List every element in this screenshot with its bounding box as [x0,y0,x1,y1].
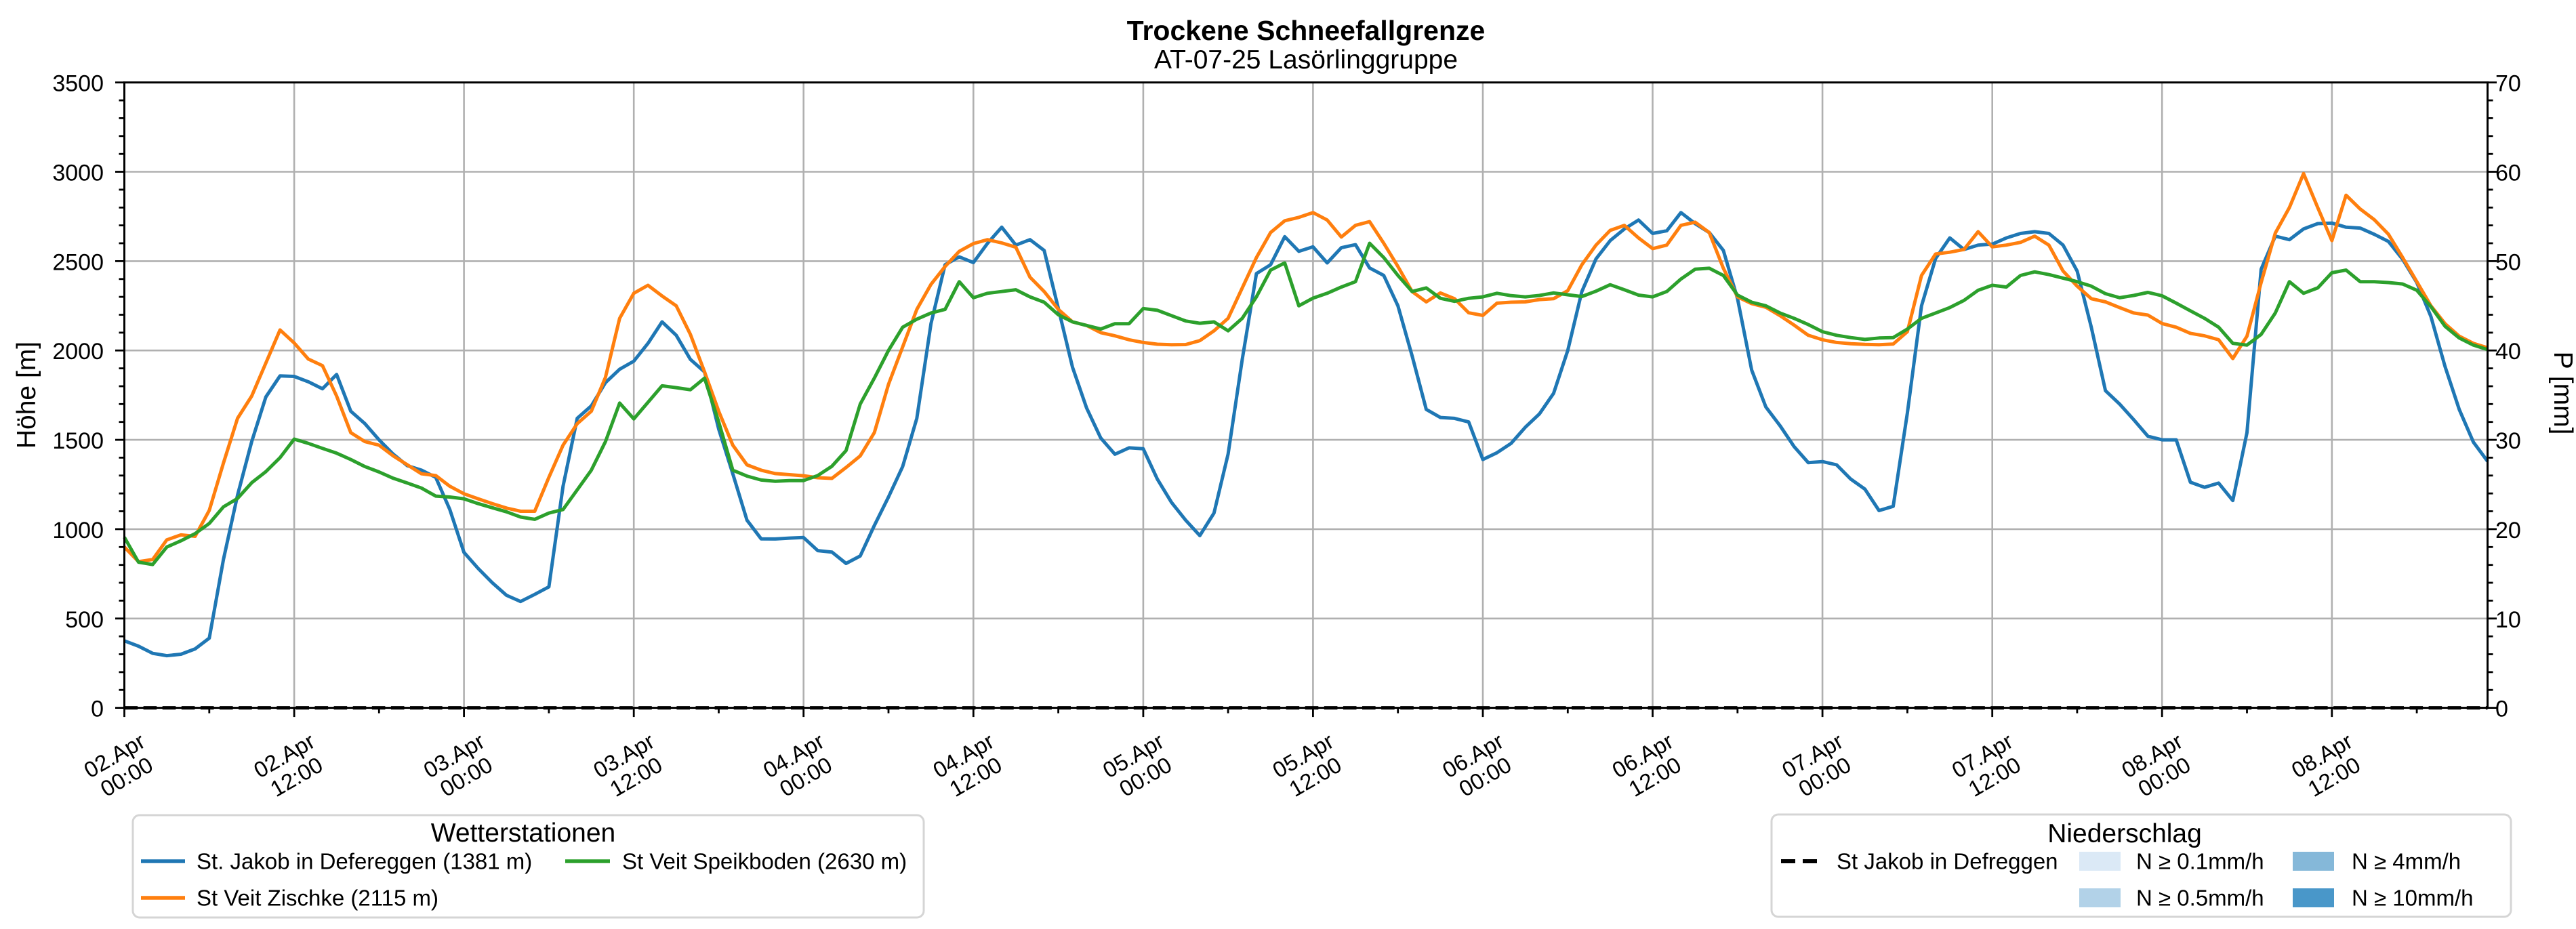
svg-text:20: 20 [2495,518,2521,543]
svg-text:AT-07-25 Lasörlinggruppe: AT-07-25 Lasörlinggruppe [1154,45,1458,75]
svg-text:St Jakob in Defreggen: St Jakob in Defreggen [1837,849,2058,874]
svg-text:500: 500 [65,607,104,633]
svg-text:N ≥ 10mm/h: N ≥ 10mm/h [2352,886,2474,911]
svg-text:Höhe [m]: Höhe [m] [12,342,41,449]
svg-text:50: 50 [2495,249,2521,275]
svg-text:2500: 2500 [52,249,104,275]
svg-text:St. Jakob in Defereggen (1381: St. Jakob in Defereggen (1381 m) [197,849,532,874]
svg-text:06.Apr00:00: 06.Apr00:00 [1438,728,1520,804]
svg-text:St Veit Speikboden (2630 m): St Veit Speikboden (2630 m) [622,849,907,874]
svg-text:2000: 2000 [52,339,104,365]
svg-text:1500: 1500 [52,428,104,454]
svg-text:3500: 3500 [52,71,104,97]
svg-text:3000: 3000 [52,161,104,186]
svg-text:Trockene Schneefallgrenze: Trockene Schneefallgrenze [1127,15,1486,46]
svg-text:Wetterstationen: Wetterstationen [431,819,615,848]
svg-text:10: 10 [2495,607,2521,633]
svg-text:0: 0 [2495,697,2508,722]
svg-text:1000: 1000 [52,518,104,543]
svg-text:N ≥ 0.5mm/h: N ≥ 0.5mm/h [2136,886,2264,911]
svg-text:P [mm]: P [mm] [2548,352,2576,435]
svg-text:N ≥ 0.1mm/h: N ≥ 0.1mm/h [2136,849,2264,874]
svg-text:30: 30 [2495,428,2521,454]
svg-text:0: 0 [91,697,104,722]
svg-text:Niederschlag: Niederschlag [2047,819,2202,848]
svg-text:N ≥ 4mm/h: N ≥ 4mm/h [2352,849,2461,874]
svg-text:60: 60 [2495,161,2521,186]
svg-text:70: 70 [2495,71,2521,97]
svg-text:40: 40 [2495,339,2521,365]
svg-text:St Veit Zischke (2115 m): St Veit Zischke (2115 m) [197,886,438,911]
